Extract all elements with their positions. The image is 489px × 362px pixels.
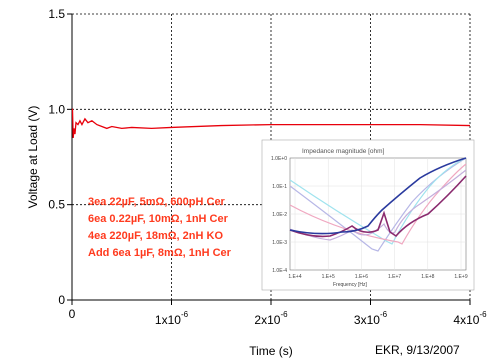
inset-curve-cyan [289, 157, 467, 245]
inset-curve-pink [289, 163, 467, 245]
inset-x-tick-4: 1.E+8 [421, 274, 434, 280]
inset-x-label: Frequency [Hz] [333, 282, 368, 288]
x-tick-label-2: 2x10-6 [254, 310, 288, 327]
inset-y-tick-0: 1.0E+0 [271, 156, 287, 162]
credit-label: EKR, 9/13/2007 [375, 343, 460, 357]
inset-y-tick-2: 1.0E-2 [272, 212, 287, 218]
annotation-line-1: 3ea 22µF, 5mΩ, 600pH Cer [88, 196, 226, 208]
x-tick-label-4: 4x10-6 [453, 310, 487, 327]
inset-x-tick-2: 1.E+6 [355, 274, 368, 280]
inset-x-tick-0: 1.E+4 [288, 274, 301, 280]
y-tick-label-0: 0 [58, 293, 65, 307]
x-tick-label-3: 3x10-6 [354, 310, 388, 327]
y-tick-labels: 0 0.5 1.0 1.5 [48, 7, 72, 307]
inset-curve-magenta [289, 175, 467, 238]
series-group [71, 108, 471, 138]
inset-title: Impedance magnitude [ohm] [302, 148, 385, 155]
y-tick-label-2: 1.0 [48, 102, 65, 116]
inset-y-tick-4: 1.0E-4 [272, 268, 287, 274]
impedance-inset: Impedance magnitude [ohm] Frequency [Hz]… [261, 139, 475, 291]
y-tick-label-3: 1.5 [48, 7, 65, 21]
inset-x-tick-5: 1.E+9 [454, 274, 467, 280]
inset-tick-labels: 1.0E+0 1.0E-1 1.0E-2 1.0E-3 1.0E-41.E+4 1.E+5… [271, 156, 468, 280]
annotation-line-3: 4ea 220µF, 18mΩ, 2nH KO [88, 230, 223, 242]
inset-y-tick-1: 1.0E-1 [272, 184, 287, 190]
inset-x-tick-3: 1.E+7 [388, 274, 401, 280]
inset-curve-blue [289, 157, 467, 235]
x-tick-labels: 0 1x10-6 2x10-6 3x10-6 4x10-6 [69, 300, 487, 327]
x-tick-label-0: 0 [69, 307, 76, 321]
annotation-line-2: 6ea 0.22µF, 10mΩ, 1nH Cer [88, 213, 229, 225]
y-axis-title: Voltage at Load (V) [26, 106, 40, 209]
inset-curves [289, 157, 467, 252]
inset-y-tick-3: 1.0E-3 [272, 240, 287, 246]
y-tick-label-1: 0.5 [48, 198, 65, 212]
x-tick-label-1: 1x10-6 [155, 310, 189, 327]
inset-x-tick-1: 1.E+5 [322, 274, 335, 280]
annotation-block: 3ea 22µF, 5mΩ, 600pH Cer 6ea 0.22µF, 10m… [88, 196, 232, 259]
series-line-0 [71, 108, 471, 138]
annotation-line-4: Add 6ea 1µF, 8mΩ, 1nH Cer [88, 247, 232, 259]
inset-grid [290, 158, 466, 270]
x-axis-title: Time (s) [249, 344, 293, 358]
